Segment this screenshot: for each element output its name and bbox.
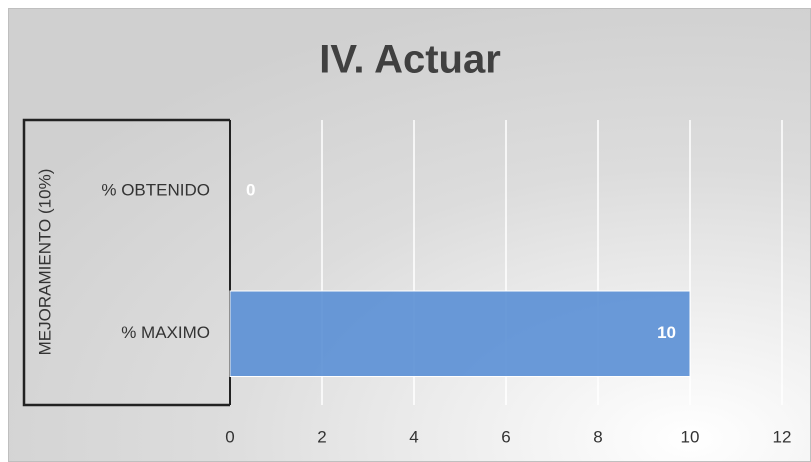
x-tick-label: 2 [317, 427, 326, 446]
x-tick-label: 0 [225, 427, 234, 446]
y-tick-label: % OBTENIDO [101, 181, 210, 200]
data-label: 0 [246, 181, 255, 200]
x-tick-label: 6 [501, 427, 510, 446]
bar [229, 290, 691, 377]
y-tick-label: % MAXIMO [121, 323, 210, 342]
x-tick-label: 4 [409, 427, 418, 446]
x-tick-label: 10 [681, 427, 700, 446]
x-tick-label: 8 [593, 427, 602, 446]
group-bracket [22, 118, 230, 407]
chart-title: IV. Actuar [319, 38, 501, 82]
x-tick-label: 12 [773, 427, 792, 446]
group-label: MEJORAMIENTO (10%) [35, 169, 54, 356]
data-label: 10 [657, 323, 676, 342]
chart-area [8, 8, 811, 462]
